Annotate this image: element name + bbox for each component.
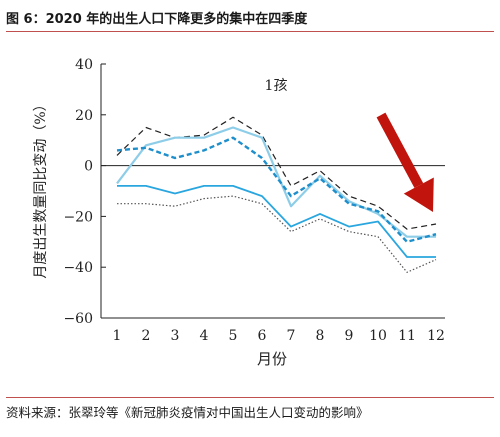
arrow-head <box>403 177 434 212</box>
series-line-blue-solid <box>117 184 436 258</box>
x-tick-label: 12 <box>427 328 445 344</box>
figure-title: 图 6：2020 年的出生人口下降更多的集中在四季度 <box>6 12 308 27</box>
x-tick-label: 2 <box>142 328 151 344</box>
y-tick-label: −20 <box>63 209 93 225</box>
x-tick-label: 3 <box>171 328 180 344</box>
y-tick-label: 20 <box>75 108 93 124</box>
series-line-blue-dashed <box>116 136 437 244</box>
chart-series <box>116 116 437 273</box>
x-tick-label: 6 <box>258 328 267 344</box>
series-line-black-dashed <box>116 116 437 230</box>
arrow-shaft <box>376 112 424 188</box>
source-note: 资料来源：张翠玲等《新冠肺炎疫情对中国出生人口变动的影响》 <box>6 405 369 420</box>
chart-title: 1孩 <box>265 78 288 94</box>
y-tick-label: 40 <box>75 57 93 73</box>
x-tick-label: 4 <box>200 328 209 344</box>
y-tick-label: −40 <box>63 260 93 276</box>
y-tick-label: −60 <box>63 311 93 327</box>
y-axis-label: 月度出生数量同比变动（%） <box>33 97 49 278</box>
red-arrow-annotation <box>376 112 434 212</box>
x-tick-label: 9 <box>345 328 354 344</box>
x-tick-label: 11 <box>398 328 416 344</box>
source-rule <box>6 397 494 398</box>
title-rule <box>6 31 494 32</box>
x-tick-label: 8 <box>316 328 325 344</box>
x-tick-label: 10 <box>369 328 387 344</box>
x-tick-label: 7 <box>287 328 296 344</box>
series-line-gray-dotted <box>117 195 437 273</box>
x-tick-label: 5 <box>229 328 238 344</box>
y-tick-label: 0 <box>84 159 93 175</box>
x-tick-label: 1 <box>113 328 122 344</box>
x-axis-label: 月份 <box>257 350 287 368</box>
